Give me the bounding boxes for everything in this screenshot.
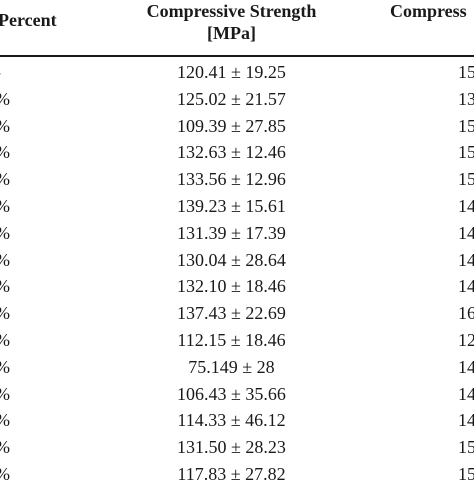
table-row: % 117.83 ± 27.82 15 [0, 462, 474, 487]
cell-compressive-strength: 109.39 ± 27.85 [177, 115, 286, 136]
table-row: % 75.149 ± 28 14 [0, 355, 474, 380]
table-row: % 139.23 ± 15.61 14 [0, 194, 474, 219]
cell-compress-partial: 14 [458, 276, 474, 297]
table-row: - 120.41 ± 19.25 15 [0, 60, 474, 85]
cell-compress-partial: 15 [458, 169, 474, 190]
cell-compressive-strength: 120.41 ± 19.25 [177, 62, 286, 82]
table-row: % 133.56 ± 12.96 15 [0, 167, 474, 192]
header-compressive-strength-line1: Compressive Strength [146, 1, 317, 21]
table-row: % 130.04 ± 28.64 14 [0, 248, 474, 273]
cell-compressive-strength: 131.39 ± 17.39 [177, 222, 286, 243]
cell-compress-partial: 14 [458, 249, 474, 270]
cell-percent: % [0, 221, 10, 246]
cell-compress-partial: 15 [458, 142, 474, 163]
cell-compressive-strength: 131.50 ± 28.23 [177, 437, 286, 458]
cell-compressive-strength: 132.10 ± 18.46 [177, 276, 286, 297]
cell-percent: % [0, 382, 10, 407]
cell-compress-partial: 15 [458, 437, 474, 458]
cell-percent: % [0, 408, 10, 433]
cell-compressive-strength: 112.15 ± 18.46 [177, 330, 286, 350]
cell-compressive-strength: 130.04 ± 28.64 [177, 249, 286, 270]
cell-compress-partial: 13 [458, 88, 474, 109]
cell-percent: % [0, 194, 10, 219]
cell-compress-partial: 14 [458, 383, 474, 404]
table-row: % 131.50 ± 28.23 15 [0, 435, 474, 460]
cell-percent: % [0, 301, 10, 326]
table-row: % 132.10 ± 18.46 14 [0, 274, 474, 299]
cell-compress-partial: 14 [458, 196, 474, 216]
cell-compressive-strength: 114.33 ± 46.12 [177, 410, 286, 431]
cell-compressive-strength: 133.56 ± 12.96 [177, 169, 286, 190]
cell-compressive-strength: 117.83 ± 27.82 [177, 464, 286, 484]
cell-compress-partial: 14 [458, 410, 474, 431]
cell-percent: - [0, 60, 1, 85]
cell-compressive-strength: 139.23 ± 15.61 [177, 196, 286, 216]
cell-compress-partial: 16 [458, 303, 474, 324]
header-compressive-strength-unit: [MPa] [207, 23, 256, 43]
cell-percent: % [0, 274, 10, 299]
table-row: % 132.63 ± 12.46 15 [0, 140, 474, 165]
cell-compressive-strength: 125.02 ± 21.57 [177, 88, 286, 109]
table-row: % 131.39 ± 17.39 14 [0, 221, 474, 246]
cell-percent: % [0, 87, 10, 112]
cell-percent: % [0, 167, 10, 192]
cell-compress-partial: 15 [458, 464, 474, 484]
cell-compressive-strength: 106.43 ± 35.66 [177, 383, 286, 404]
cell-compress-partial: 14 [458, 222, 474, 243]
header-percent: Percent [0, 10, 57, 30]
cell-percent: % [0, 114, 10, 139]
cell-percent: % [0, 435, 10, 460]
table-row: % 125.02 ± 21.57 13 [0, 87, 474, 112]
cell-compress-partial: 15 [458, 62, 474, 82]
table-row: % 112.15 ± 18.46 12 [0, 328, 474, 353]
header-rule [0, 55, 474, 57]
cell-percent: % [0, 355, 10, 380]
cell-compress-partial: 12 [458, 330, 474, 350]
table-row: % 114.33 ± 46.12 14 [0, 408, 474, 433]
cell-compress-partial: 14 [458, 356, 474, 377]
cell-percent: % [0, 328, 10, 353]
table-row: % 109.39 ± 27.85 15 [0, 114, 474, 139]
cell-compress-partial: 15 [458, 115, 474, 136]
table-row: % 106.43 ± 35.66 14 [0, 382, 474, 407]
cell-compressive-strength: 75.149 ± 28 [188, 356, 275, 377]
header-compressive-strength: Compressive Strength [MPa] [124, 0, 339, 44]
cell-percent: % [0, 462, 10, 487]
cell-compressive-strength: 132.63 ± 12.46 [177, 142, 286, 163]
cell-percent: % [0, 140, 10, 165]
cell-compressive-strength: 137.43 ± 22.69 [177, 303, 286, 324]
cell-percent: % [0, 248, 10, 273]
table-row: % 137.43 ± 22.69 16 [0, 301, 474, 326]
header-compress-partial: Compress [390, 1, 467, 21]
